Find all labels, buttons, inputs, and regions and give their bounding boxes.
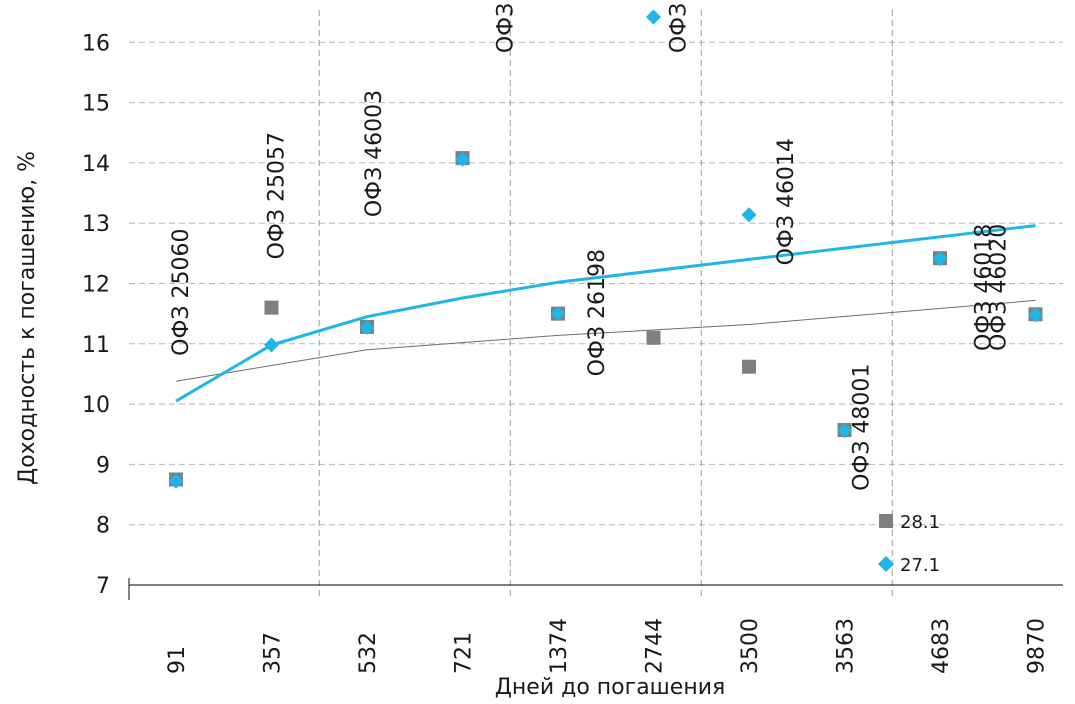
y-tick-label-14: 14 xyxy=(82,152,110,177)
point-27-1-721 xyxy=(455,151,470,167)
x-tick-label-1374: 1374 xyxy=(547,618,572,674)
point-27-1-357 xyxy=(264,337,279,353)
x-tick-label-721: 721 xyxy=(452,632,477,674)
y-tick-label-13: 13 xyxy=(82,212,110,237)
bond-label-5: ОФЗ 46017 xyxy=(667,0,692,53)
legend: 28.1 27.1 xyxy=(878,512,940,576)
y-tick-label-11: 11 xyxy=(82,333,110,358)
bond-label-0: ОФЗ 25060 xyxy=(169,229,194,356)
point-27-1-91 xyxy=(168,473,184,489)
point-27-1-9870 xyxy=(1028,307,1043,323)
y-tick-label-8: 8 xyxy=(96,514,110,539)
point-27-1-2744 xyxy=(646,9,661,25)
grid xyxy=(129,10,1063,600)
bond-label-6: ОФЗ 46014 xyxy=(774,138,799,265)
x-tick-label-3563: 3563 xyxy=(834,618,859,674)
y-tick-label-16: 16 xyxy=(82,31,110,56)
x-tick-label-2744: 2744 xyxy=(643,618,668,674)
y-tick-label-10: 10 xyxy=(82,393,110,418)
point-28-1-357 xyxy=(264,300,279,315)
bond-label-9: ОФЗ 46020 xyxy=(987,224,1012,351)
x-tick-label-4683: 4683 xyxy=(929,618,954,674)
bond-label-8: ОФЗ 46018 xyxy=(972,224,997,351)
point-27-1-1374 xyxy=(550,306,566,322)
point-27-1-532 xyxy=(359,320,375,336)
point-28-1-3500 xyxy=(742,359,756,374)
x-tick-label-9870: 9870 xyxy=(1025,618,1050,674)
y-tick-label-9: 9 xyxy=(96,453,110,478)
axes: 7 8 9 10 11 12 13 14 15 16 91 357 532 721 1374 2744 3500… xyxy=(82,31,1063,674)
x-tick-label-532: 532 xyxy=(356,632,381,674)
legend-marker-28-1 xyxy=(879,514,893,528)
point-27-1-4683 xyxy=(932,251,948,267)
point-28-1-2744 xyxy=(646,330,661,345)
y-tick-label-7: 7 xyxy=(96,574,110,599)
data-points xyxy=(168,9,1043,489)
trendline-28-1 xyxy=(175,299,1036,382)
bond-label-4: ОФЗ 26198 xyxy=(585,249,610,376)
bond-label-7: ОФЗ 48001 xyxy=(850,364,875,491)
y-tick-label-15: 15 xyxy=(82,92,110,117)
point-27-1-3500 xyxy=(741,207,757,223)
x-axis-title: Дней до погашения xyxy=(495,675,726,700)
point-27-1-3563 xyxy=(837,423,852,439)
bond-label-1: ОФЗ 25057 xyxy=(265,132,290,259)
legend-label-28-1: 28.1 xyxy=(900,512,940,533)
x-tick-label-3500: 3500 xyxy=(738,618,763,674)
legend-marker-27-1 xyxy=(878,556,894,572)
y-tick-label-12: 12 xyxy=(82,273,110,298)
bond-label-3: ОФЗ 25059 xyxy=(494,0,519,53)
x-tick-label-357: 357 xyxy=(261,632,286,674)
bond-labels: ОФЗ 25060 ОФЗ 25057 ОФЗ 46003 ОФЗ 25059 ОФЗ … xyxy=(169,0,1012,491)
bond-label-2: ОФЗ 46003 xyxy=(362,90,387,217)
x-tick-label-91: 91 xyxy=(165,646,190,674)
legend-label-27-1: 27.1 xyxy=(900,555,940,576)
y-axis-title: Доходность к погашению, % xyxy=(15,151,40,485)
